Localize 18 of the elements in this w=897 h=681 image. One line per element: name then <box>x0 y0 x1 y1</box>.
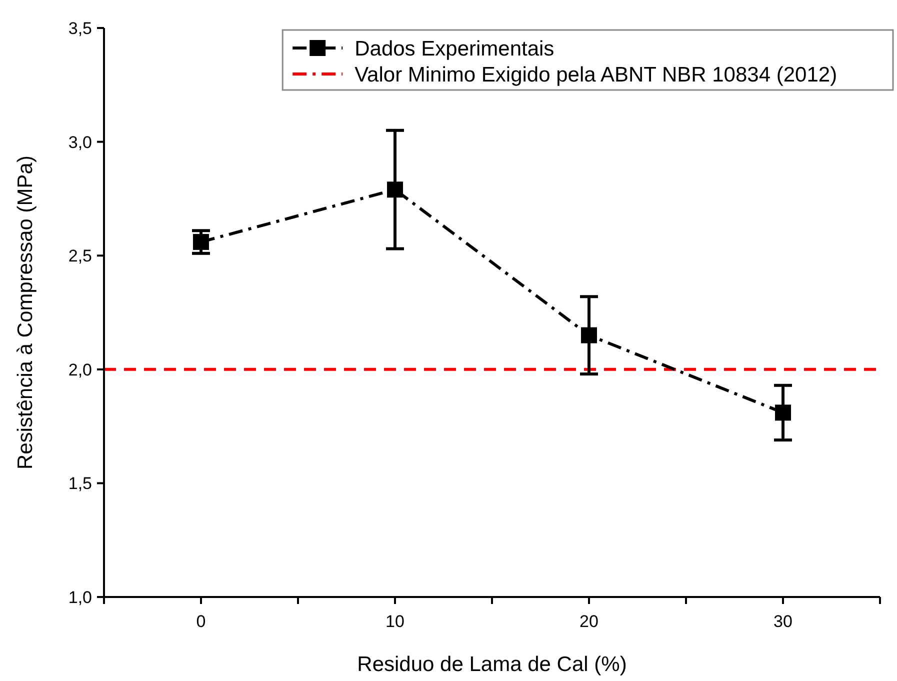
x-tick-label: 30 <box>774 612 792 631</box>
x-tick-label: 10 <box>386 612 404 631</box>
y-axis-title: Resistência à Compressao (MPa) <box>14 156 37 470</box>
y-tick-label: 3,0 <box>68 132 92 152</box>
y-tick-label: 2,5 <box>68 246 92 266</box>
y-tick-label: 1,0 <box>68 588 92 607</box>
point <box>387 182 403 198</box>
point <box>581 327 597 344</box>
y-tick-label: 2,0 <box>68 360 92 380</box>
point <box>193 234 209 250</box>
point <box>775 404 791 421</box>
y-tick-label: 1,5 <box>68 474 92 494</box>
x-tick-label: 20 <box>580 612 598 631</box>
x-tick-label: 0 <box>196 612 206 631</box>
legend-label: Dados Experimentais <box>354 37 554 60</box>
y-tick-label: 3,5 <box>68 18 92 38</box>
legend-label: Valor Minimo Exigido pela ABNT NBR 10834 (2012) <box>354 63 838 86</box>
x-axis-title: Residuo de Lama de Cal (%) <box>357 653 627 676</box>
